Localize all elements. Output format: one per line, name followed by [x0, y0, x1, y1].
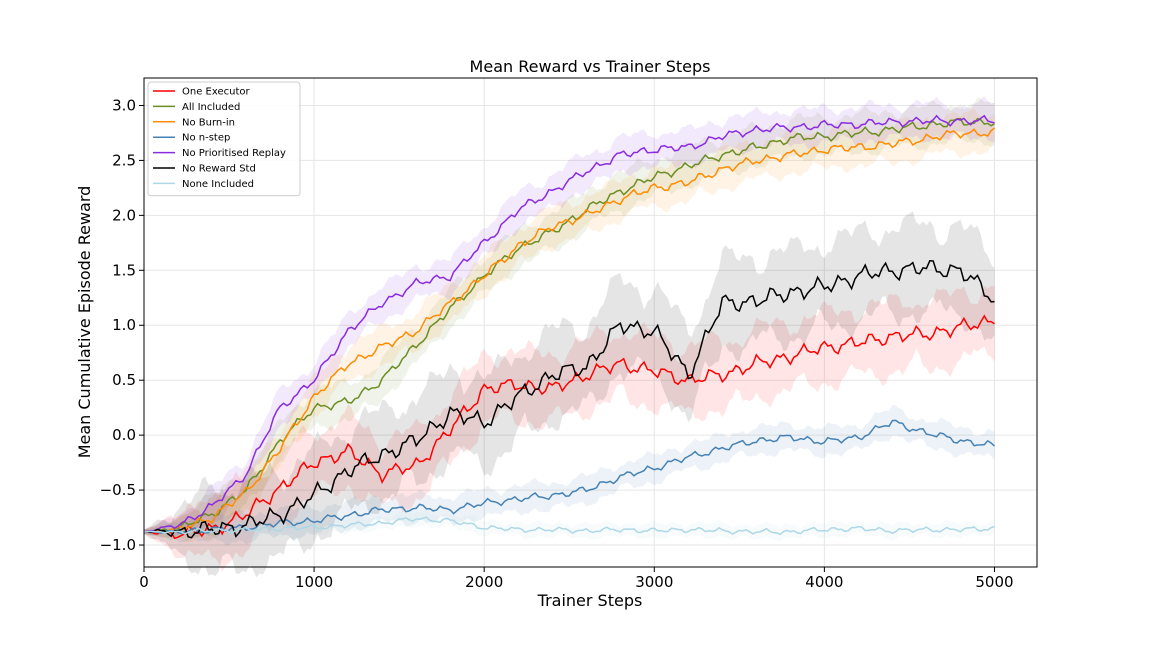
y-tick-label: 1.0 [112, 316, 136, 334]
legend-entry: One Executor [182, 87, 250, 98]
legend-entry: None Included [182, 179, 254, 190]
series-line-6 [144, 516, 995, 536]
legend-frame [147, 81, 301, 197]
x-axis-label: Trainer Steps [537, 591, 643, 610]
x-tick-label: 4000 [805, 573, 843, 591]
series-band-5 [144, 211, 995, 578]
legend-entry: No n-step [182, 133, 230, 144]
y-tick-label: 1.5 [112, 261, 136, 279]
y-tick-label: −0.5 [100, 481, 136, 499]
series-line-5 [143, 260, 995, 539]
chart-title: Mean Reward vs Trainer Steps [470, 57, 711, 76]
series-line-0 [143, 314, 995, 540]
series-line-4 [143, 114, 995, 533]
series-band-0 [144, 285, 995, 572]
y-tick-label: 0.5 [112, 371, 136, 389]
series-band-1 [144, 97, 995, 541]
legend-entry: No Prioritised Replay [182, 148, 286, 159]
series-line-2 [144, 127, 995, 534]
x-axis-ticks: 0 1000 2000 3000 4000 5000 [139, 567, 1014, 591]
series-line-3 [143, 419, 996, 535]
plot-frame [143, 77, 1038, 568]
y-axis-label: Mean Cumulative Episode Reward [75, 186, 94, 459]
x-tick-label: 3000 [635, 573, 673, 591]
x-tick-label: 0 [139, 573, 149, 591]
y-tick-label: 3.0 [112, 96, 136, 114]
y-tick-label: −1.0 [100, 536, 136, 554]
y-tick-label: 0.0 [112, 426, 136, 444]
x-tick-label: 2000 [465, 573, 503, 591]
y-tick-label: 2.0 [112, 206, 136, 224]
grid [143, 78, 1037, 567]
legend-entry: No Reward Std [182, 164, 256, 175]
series-lines [143, 114, 996, 540]
legend: One Executor All Included No Burn-in No n-s… [147, 81, 301, 197]
x-tick-label: 1000 [295, 573, 333, 591]
y-axis-ticks: −1.0 −0.5 0.0 0.5 1.0 1.5 2.0 2.5 3.0 [100, 96, 144, 554]
legend-entry: All Included [182, 102, 240, 113]
x-tick-label: 5000 [975, 573, 1013, 591]
y-tick-label: 2.5 [112, 151, 136, 169]
series-band-4 [144, 96, 995, 537]
legend-entry: No Burn-in [182, 117, 235, 128]
series-band-3 [144, 405, 995, 546]
